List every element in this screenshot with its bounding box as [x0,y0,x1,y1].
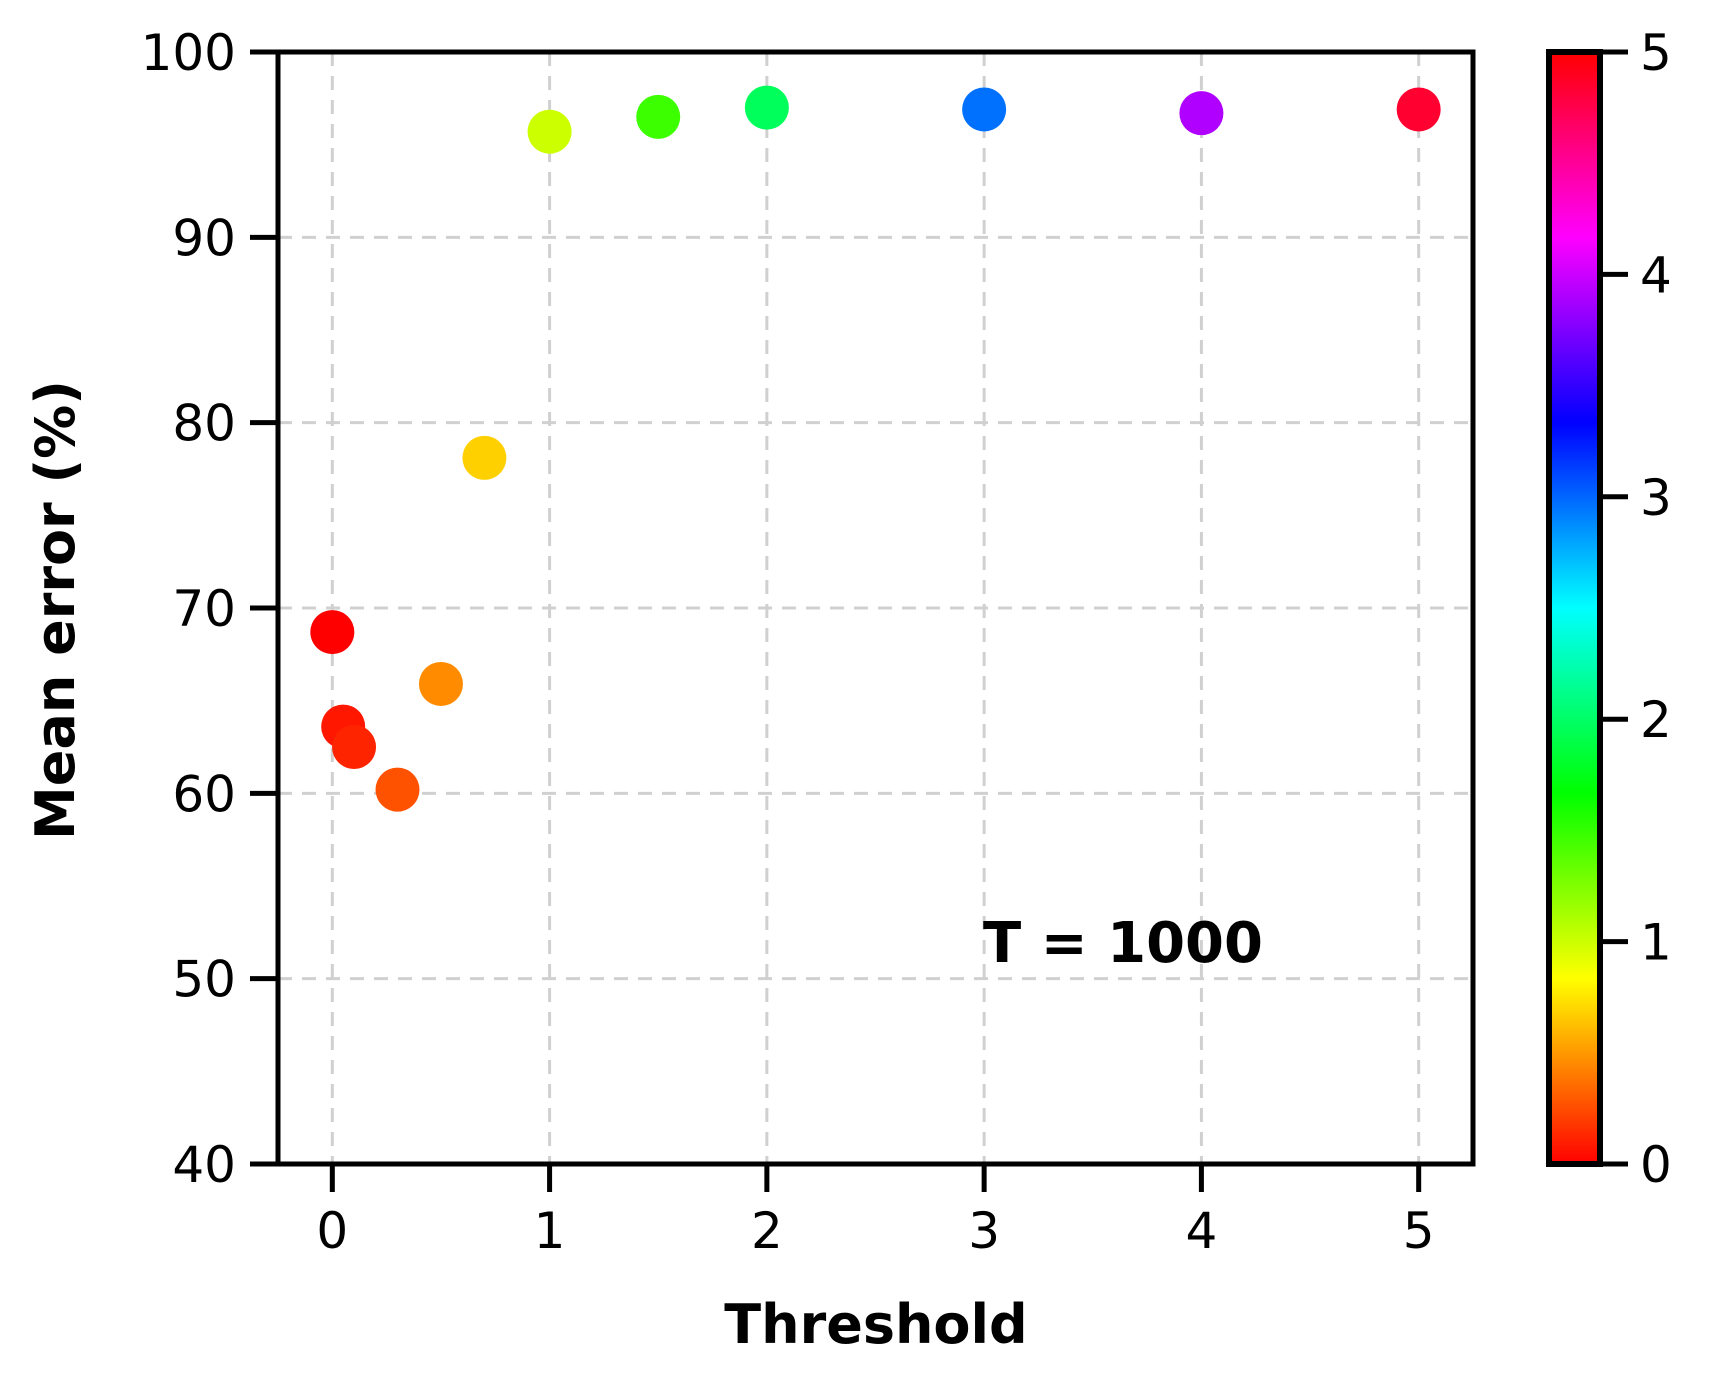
data-point [1179,91,1224,136]
y-tick-label: 100 [141,24,236,82]
data-point [418,661,463,706]
x-tick-label: 2 [751,1202,783,1260]
data-point [332,725,377,769]
colorbar-tick-label: 5 [1640,24,1672,82]
data-point [310,610,355,655]
annotation-label: T = 1000 [983,911,1263,976]
y-axis-title: Mean error (%) [24,380,87,840]
colorbar-tick-label: 1 [1640,914,1672,972]
data-point [462,435,507,480]
data-point [527,109,572,154]
data-point [962,87,1007,132]
data-point [744,85,789,130]
x-tick-label: 0 [316,1202,348,1260]
colorbar-tick-label: 3 [1640,469,1672,527]
axes: 0 1 2 3 4 5 40 50 60 70 80 90 100 [141,24,1476,1260]
y-tick-label: 50 [172,951,236,1009]
grid [278,50,1473,1166]
x-axis-title: Threshold [724,1293,1027,1356]
x-tick-label: 4 [1186,1202,1218,1260]
colorbar-ticks: 0 1 2 3 4 5 [1600,24,1672,1194]
y-tick-label: 70 [172,580,236,638]
y-tick-label: 80 [172,395,236,453]
x-tick-label: 5 [1403,1202,1435,1260]
colorbar-tick-label: 0 [1640,1136,1672,1194]
colorbar-tick-label: 2 [1640,691,1672,749]
x-tick-label: 3 [968,1202,1000,1260]
data-point [1396,87,1441,132]
colorbar-tick-label: 4 [1640,246,1672,304]
data-point [375,767,420,812]
x-tick-label: 1 [534,1202,566,1260]
colorbar: 0 1 2 3 4 5 [1546,24,1672,1194]
colorbar-gradient [1546,49,1603,1167]
data-point [636,94,681,139]
y-tick-label: 40 [172,1136,236,1194]
y-tick-label: 60 [172,765,236,823]
data-points [310,85,1441,812]
y-tick-label: 90 [172,209,236,267]
plot-frame [275,49,1476,1167]
